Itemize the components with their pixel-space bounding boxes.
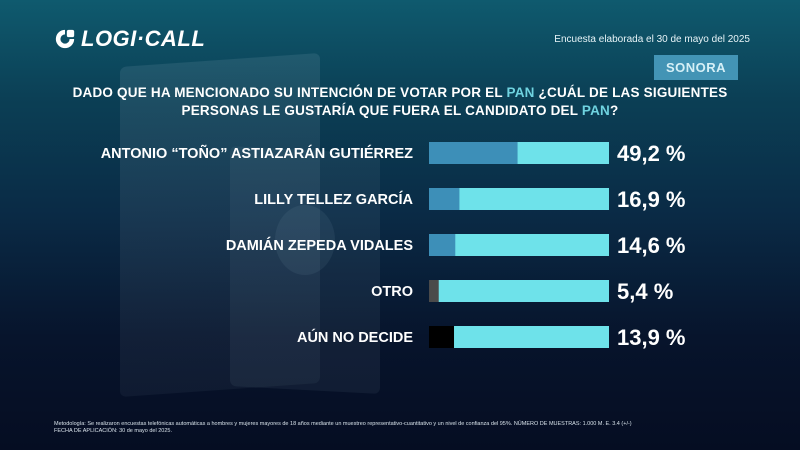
survey-date: Encuesta elaborada el 30 de mayo del 202… [554,34,750,45]
bar-value-0 [429,142,518,164]
logo-text: LOGI·CALL [81,26,206,51]
logo: LOGI·CALL [54,26,205,52]
bar-background-3 [429,280,609,302]
question-party-2: PAN [581,103,611,118]
category-label-2: DAMIÁN ZEPEDA VIDALES [226,237,413,254]
methodology-footnote: Metodología: Se realizaron encuestas tel… [54,421,754,435]
bar-background-2 [429,234,609,256]
value-label-2: 14,6 % [617,233,686,258]
value-label-3: 5,4 % [617,279,673,304]
category-label-1: LILLY TELLEZ GARCÍA [254,191,413,208]
question-text-2: ¿CUÁL DE LAS SIGUIENTES [534,85,728,100]
category-label-3: OTRO [371,284,413,300]
bar-value-3 [429,280,439,302]
bar-background-4 [429,326,609,348]
value-label-0: 49,2 % [617,141,686,166]
bar-background-1 [429,188,609,210]
category-label-4: AÚN NO DECIDE [297,328,413,346]
question-title: DADO QUE HA MENCIONADO SU INTENCIÓN DE V… [40,84,760,120]
bar-value-1 [429,188,460,210]
category-label-0: ANTONIO “TOÑO” ASTIAZARÁN GUTIÉRREZ [101,144,413,162]
question-text-3: PERSONAS LE GUSTARÍA QUE FUERA EL CANDID… [181,103,582,118]
bar-value-4 [429,326,455,348]
region-badge: SONORA [654,55,738,80]
logo-icon [55,29,75,49]
question-text-4: ? [610,103,619,118]
value-label-1: 16,9 % [617,187,686,212]
question-text-1: DADO QUE HA MENCIONADO SU INTENCIÓN DE V… [72,85,507,100]
footnote-line-2: FECHA DE APLICACIÓN: 30 de mayo del 2025… [54,428,173,434]
footnote-line-1: Metodología: Se realizaron encuestas tel… [54,421,632,427]
value-label-4: 13,9 % [617,325,686,350]
background-crest [275,205,335,275]
question-party-1: PAN [506,85,535,100]
bar-value-2 [429,234,456,256]
